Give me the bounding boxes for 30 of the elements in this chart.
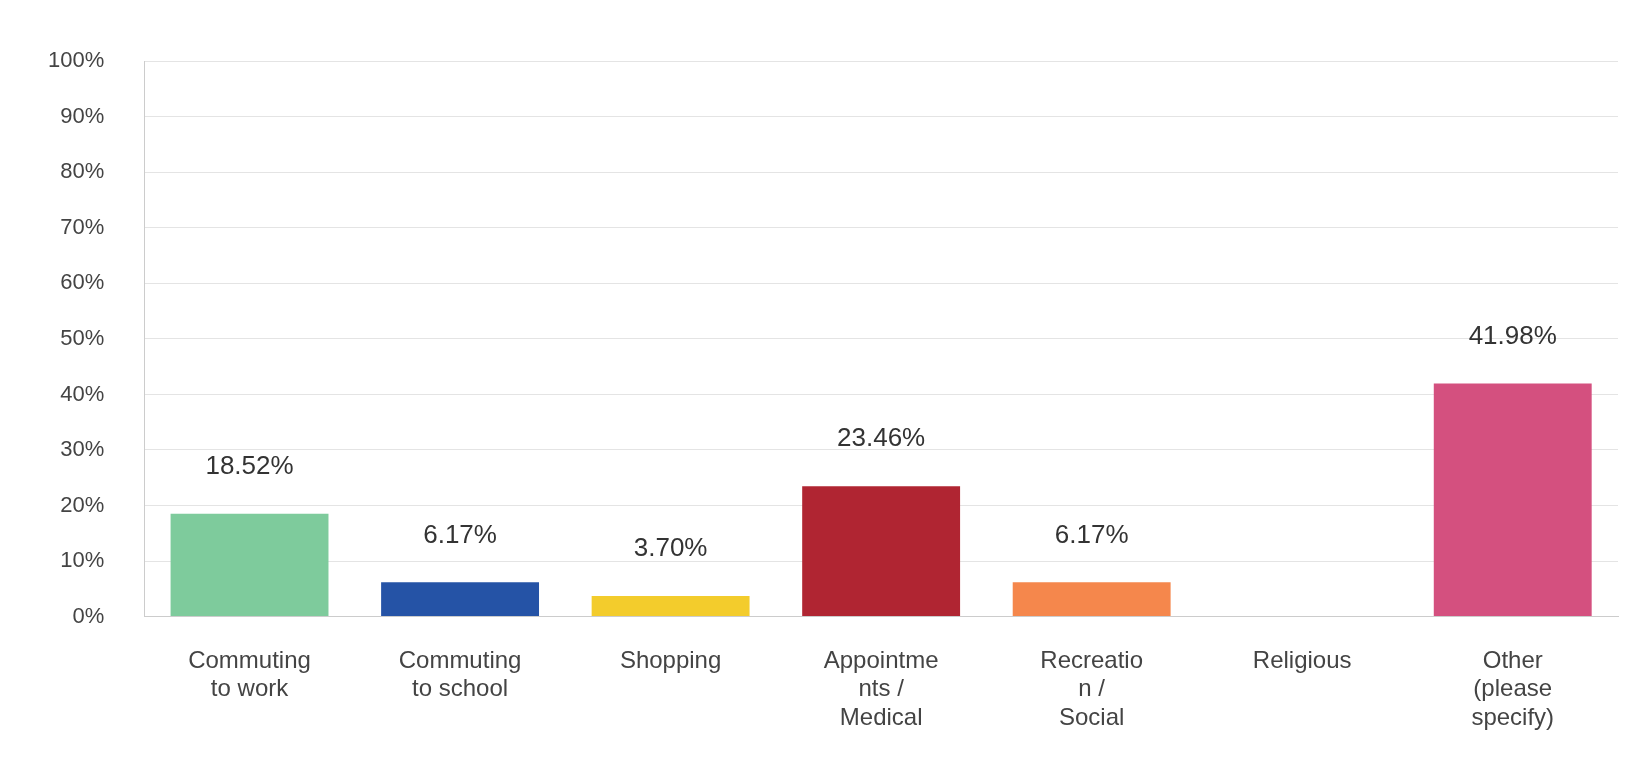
- data-label: 6.17%: [1054, 518, 1129, 549]
- x-tick-label: Appointments / Medical: [823, 645, 939, 731]
- y-tick-label: 40%: [60, 380, 105, 406]
- y-tick-label: 90%: [60, 102, 105, 128]
- y-tick-label: 20%: [60, 491, 105, 517]
- bar: [1433, 383, 1592, 617]
- bar: [591, 596, 750, 617]
- y-tick-label: 70%: [60, 213, 105, 239]
- y-tick-label: 0%: [72, 602, 105, 628]
- x-tick-label: Commuting to work: [188, 645, 311, 702]
- data-label: 41.98%: [1468, 319, 1557, 350]
- data-label: 3.70%: [633, 532, 708, 563]
- y-tick-label: 100%: [47, 47, 105, 73]
- bar: [1012, 582, 1171, 617]
- bar: [381, 582, 540, 617]
- x-tick-label: Other (please specify): [1471, 645, 1555, 731]
- bar: [802, 486, 961, 617]
- bar: [170, 513, 329, 617]
- data-label: 18.52%: [205, 449, 294, 480]
- data-label: 6.17%: [423, 518, 497, 549]
- x-tick-label: Shopping: [619, 645, 722, 673]
- y-tick-label: 30%: [60, 436, 105, 462]
- y-tick-label: 50%: [60, 324, 105, 350]
- y-tick-label: 60%: [60, 269, 105, 295]
- x-tick-label: Recreation / Social: [1040, 645, 1144, 731]
- x-tick-label: Religious: [1252, 645, 1352, 673]
- y-tick-label: 10%: [60, 547, 105, 573]
- data-label: 23.46%: [837, 422, 926, 453]
- y-tick-label: 80%: [60, 158, 105, 184]
- x-tick-label: Commuting to school: [398, 645, 522, 702]
